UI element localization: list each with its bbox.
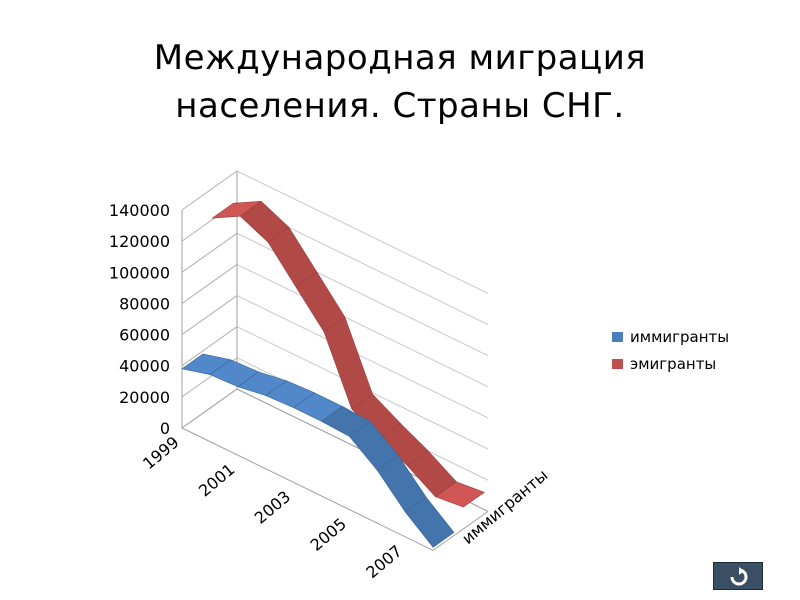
x-tick-label: 2007 [362,541,405,582]
axis-line [181,427,434,551]
y-tick-label: 120000 [109,232,170,251]
depth-axis-line [432,510,489,551]
ribbon-segment [404,496,455,548]
gridline [236,295,489,419]
slide-title-line-2: населения. Страны СНГ. [175,86,625,126]
gridline [181,264,238,304]
legend-label: эмигранты [630,355,716,373]
slide-title-line-1: Международная миграция [153,38,647,78]
gridline [181,170,238,211]
y-tick-label: 100000 [109,263,170,282]
series-immigrants-ribbon [181,353,455,548]
x-tick-label: 2001 [195,460,238,501]
y-tick-label: 60000 [119,326,170,345]
series-emigrants-ribbon [211,200,485,508]
depth-axis-label: иммигранты [458,465,551,548]
gridline [236,170,489,294]
y-tick-label: 20000 [119,388,170,407]
slide-title: Международная миграция населения. Страны… [40,34,760,130]
return-arrow-icon [730,567,748,586]
y-tick-label: 80000 [119,294,170,313]
ribbon-segment [434,481,485,508]
gridline [181,232,238,273]
y-tick-label: 0 [160,419,170,438]
return-button[interactable] [713,562,763,590]
legend-swatch [612,359,623,369]
y-axis-ticks: 0 20000 40000 60000 80000 100000 120000 140000 [109,201,170,438]
gridline [181,295,238,335]
x-tick-label: 2003 [251,487,294,528]
x-tick-label: 1999 [139,433,182,474]
chart-walls [181,170,489,551]
legend-label: иммигранты [630,328,729,346]
chart-ribbons [181,200,485,548]
ribbon-segment [323,316,373,410]
gridline [181,326,238,367]
x-tick-label: 2005 [307,514,350,555]
axis-line [181,388,238,429]
gridline [236,263,489,388]
chart-legend: иммигранты эмигранты [612,328,729,373]
y-tick-label: 40000 [119,357,170,376]
y-tick-label: 140000 [109,201,170,220]
legend-swatch [612,332,623,342]
